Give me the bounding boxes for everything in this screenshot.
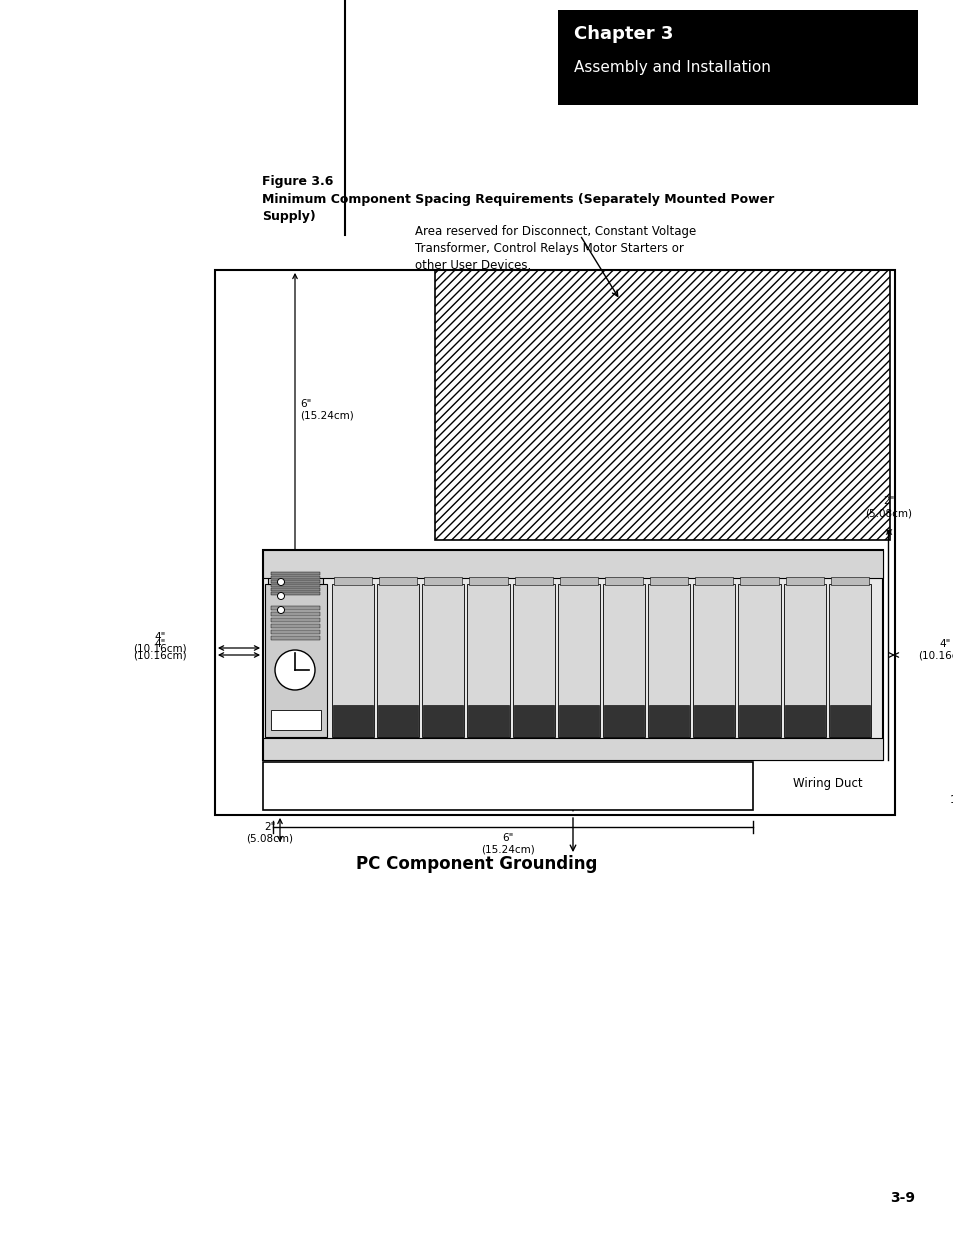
Text: 10114-I: 10114-I (949, 795, 953, 805)
Bar (435, 270, 889, 540)
Bar (558, 584, 599, 737)
Bar (271, 592, 319, 595)
Bar (332, 584, 374, 737)
Bar (829, 705, 869, 737)
Bar (271, 613, 319, 616)
Bar (513, 705, 554, 737)
Bar (830, 577, 868, 585)
Bar (558, 10, 917, 105)
Bar (265, 584, 327, 737)
Text: Minimum Component Spacing Requirements (Separately Mounted Power: Minimum Component Spacing Requirements (… (262, 193, 774, 206)
Bar (782, 584, 825, 737)
Bar (467, 584, 509, 737)
Bar (422, 584, 464, 737)
Bar (695, 577, 733, 585)
Bar (268, 564, 323, 600)
Bar (694, 705, 734, 737)
Circle shape (277, 593, 284, 599)
Circle shape (277, 606, 284, 614)
Text: 4"
(10.16cm): 4" (10.16cm) (917, 640, 953, 661)
Circle shape (289, 685, 301, 698)
Bar (693, 584, 735, 737)
Bar (739, 705, 779, 737)
Bar (271, 710, 320, 730)
Text: Area reserved for Disconnect, Constant Voltage
Transformer, Control Relays Motor: Area reserved for Disconnect, Constant V… (415, 225, 696, 272)
Bar (271, 630, 319, 634)
Bar (333, 705, 373, 737)
Bar (271, 636, 319, 640)
Bar (604, 577, 642, 585)
Bar (263, 739, 882, 760)
Bar (268, 727, 323, 745)
Bar (558, 705, 598, 737)
Text: 6"
(15.24cm): 6" (15.24cm) (299, 631, 354, 653)
Bar (512, 584, 555, 737)
Bar (263, 564, 328, 730)
Bar (603, 705, 643, 737)
Bar (785, 577, 823, 585)
Bar (263, 550, 882, 578)
Bar (376, 584, 419, 737)
Bar (271, 606, 319, 610)
Text: 4"
(10.16cm): 4" (10.16cm) (133, 632, 187, 653)
Text: 6"
(15.24cm): 6" (15.24cm) (299, 399, 354, 421)
Bar (263, 739, 882, 760)
Bar (263, 550, 882, 760)
Bar (468, 705, 508, 737)
Bar (559, 577, 598, 585)
Bar (271, 572, 319, 576)
Bar (738, 584, 780, 737)
Text: 6"
(15.24cm): 6" (15.24cm) (480, 832, 535, 855)
Bar (784, 705, 824, 737)
Text: 2"
(5.08cm): 2" (5.08cm) (246, 823, 294, 844)
Text: Supply): Supply) (262, 210, 315, 224)
Bar (271, 588, 319, 592)
Text: Chapter 3: Chapter 3 (574, 25, 673, 43)
Bar (647, 584, 690, 737)
Bar (378, 577, 416, 585)
Bar (828, 584, 870, 737)
Text: Assembly and Installation: Assembly and Installation (574, 61, 770, 75)
Text: Figure 3.6: Figure 3.6 (262, 175, 333, 188)
Text: 3-9: 3-9 (889, 1191, 914, 1205)
Bar (271, 624, 319, 629)
Bar (271, 618, 319, 622)
Bar (469, 577, 507, 585)
Text: Wiring Duct: Wiring Duct (792, 777, 862, 789)
Bar (271, 580, 319, 583)
Circle shape (274, 650, 314, 690)
Bar (648, 705, 689, 737)
Bar (740, 577, 778, 585)
Circle shape (277, 578, 284, 585)
Bar (271, 584, 319, 587)
Text: PC Component Grounding: PC Component Grounding (355, 855, 598, 873)
Bar (377, 705, 418, 737)
Text: 6"
(15.24cm): 6" (15.24cm) (578, 777, 631, 798)
Bar (650, 577, 688, 585)
Bar (271, 576, 319, 579)
Bar (602, 584, 644, 737)
Text: 4"
(10.16cm): 4" (10.16cm) (133, 640, 187, 661)
Text: 2"
(5.08cm): 2" (5.08cm) (864, 496, 911, 517)
Bar (214, 270, 894, 815)
Bar (263, 762, 752, 810)
Bar (334, 577, 372, 585)
Bar (423, 705, 463, 737)
Circle shape (289, 659, 301, 671)
Bar (424, 577, 462, 585)
Bar (514, 577, 552, 585)
